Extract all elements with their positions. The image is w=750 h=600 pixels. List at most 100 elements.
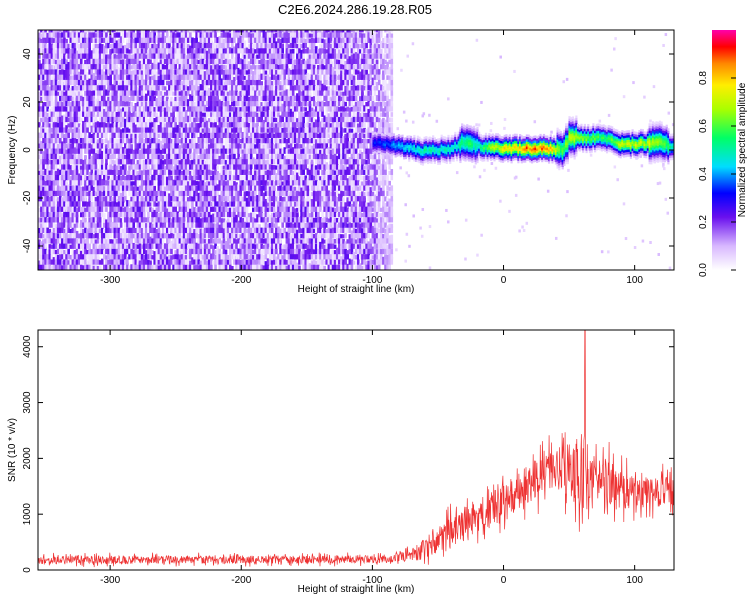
spectrogram-cell xyxy=(94,191,98,197)
spectrogram-cell xyxy=(71,189,75,197)
spectrogram-cell xyxy=(279,259,282,265)
spectrogram-cell xyxy=(186,149,190,154)
spectrogram-cell xyxy=(264,199,268,207)
spectrogram-cell xyxy=(249,155,253,165)
spectrogram-cell xyxy=(126,235,129,244)
spectrogram-cell xyxy=(243,208,247,218)
spectrogram-cell xyxy=(197,251,201,260)
spectrogram-cell xyxy=(136,199,140,207)
spectrogram-cell xyxy=(168,83,171,91)
spectrogram-cell xyxy=(140,253,144,260)
spectrogram-cell xyxy=(165,37,169,43)
spectrogram-cell xyxy=(79,143,83,149)
spectrogram-cell xyxy=(228,134,232,144)
spectrogram-cell xyxy=(96,121,100,128)
spectrogram-cell xyxy=(63,228,66,234)
spectrogram-cell xyxy=(237,201,240,207)
spectrogram-cell xyxy=(197,123,201,128)
spectrogram-cell xyxy=(155,127,159,133)
spectrogram-cell xyxy=(233,140,236,149)
spectrogram-cell xyxy=(178,139,182,144)
spectrogram-cell xyxy=(96,254,100,260)
spectrogram-cell xyxy=(174,127,177,133)
spectrogram-cell xyxy=(147,100,150,107)
spectrogram-cell xyxy=(56,257,60,265)
spectrogram-cell xyxy=(128,207,131,212)
spectrogram-cell xyxy=(79,219,83,228)
spectrogram-cell xyxy=(218,155,222,165)
spectrogram-cell xyxy=(63,135,66,144)
spectrogram-cell xyxy=(235,214,238,223)
spectrogram-cell xyxy=(105,239,108,244)
spectrogram-cell xyxy=(254,43,257,49)
spectrogram-cell xyxy=(107,75,110,80)
spectrogram-cell xyxy=(113,45,117,54)
spectrogram-cell xyxy=(77,237,81,244)
spectrogram-cell xyxy=(128,156,131,165)
spectrogram-cell xyxy=(113,150,117,160)
spectrogram-cell xyxy=(262,103,266,112)
spectrogram-cell xyxy=(151,207,154,212)
spectrogram-cell xyxy=(121,63,125,70)
spectrogram-cell xyxy=(69,143,73,149)
spectrogram-cell xyxy=(237,137,240,144)
spectrogram-cell xyxy=(277,104,280,112)
spectrogram-cell xyxy=(38,119,41,128)
spectrogram-cell xyxy=(161,111,165,117)
spectrogram-cell xyxy=(155,57,159,65)
spectrogram-cell xyxy=(48,212,52,218)
spectrogram-cell xyxy=(124,160,127,170)
spectrogram-cell xyxy=(151,106,154,112)
spectrogram-cell xyxy=(159,177,163,186)
spectrogram-cell xyxy=(272,223,276,228)
spectrogram-cell xyxy=(262,167,266,175)
spectrogram-cell xyxy=(67,145,70,154)
spectrogram-cell xyxy=(84,169,87,175)
spectrogram-cell xyxy=(163,64,167,70)
spectrogram-cell xyxy=(228,230,232,239)
spectrogram-cell xyxy=(100,73,104,80)
spectrogram-cell xyxy=(231,128,234,133)
spectrogram-cell xyxy=(40,141,43,149)
spectrogram-cell xyxy=(157,188,161,197)
spectrogram-cell xyxy=(105,230,108,239)
spectrogram-cell xyxy=(277,253,280,260)
spectrogram-cell xyxy=(241,154,245,160)
spectrogram-cell xyxy=(176,41,180,49)
spectrogram-cell xyxy=(237,196,240,202)
spectrogram-cell xyxy=(159,169,163,175)
spectrogram-cell xyxy=(82,80,85,86)
spectrogram-cell xyxy=(172,166,175,175)
spectrogram-cell xyxy=(268,123,272,128)
spectrogram-cell xyxy=(161,233,165,239)
spectrogram-cell xyxy=(174,90,177,96)
spectrogram-cell xyxy=(48,71,52,80)
spectrogram-cell xyxy=(94,67,98,75)
spectrogram-cell xyxy=(92,122,96,128)
spectrogram-cell xyxy=(264,130,268,138)
spectrogram-cell xyxy=(140,258,144,265)
spectrogram-cell xyxy=(159,85,163,91)
spectrogram-cell xyxy=(172,209,175,218)
spectrogram-cell xyxy=(61,181,64,191)
spectrogram-cell xyxy=(52,139,56,149)
spectrogram-cell xyxy=(270,68,274,75)
spectrogram-cell xyxy=(279,192,282,202)
spectrogram-cell xyxy=(258,224,261,234)
spectrogram-cell xyxy=(63,145,66,154)
spectrogram-cell xyxy=(121,263,125,270)
spectrogram-cell xyxy=(172,179,175,186)
spectrogram-cell xyxy=(182,246,186,255)
spectrogram-cell xyxy=(50,159,54,165)
spectrogram-cell xyxy=(77,223,81,228)
spectrogram-cell xyxy=(207,199,211,207)
spectrogram-cell xyxy=(207,132,211,138)
spectrogram-cell xyxy=(165,42,169,49)
spectrogram-cell xyxy=(38,217,41,223)
spectrogram-cell xyxy=(140,174,144,181)
spectrogram-cell xyxy=(50,194,54,202)
spectrogram-cell xyxy=(94,239,98,244)
spectrogram-cell xyxy=(128,179,131,186)
spectrogram-cell xyxy=(197,213,201,223)
spectrogram-cell xyxy=(58,227,62,234)
